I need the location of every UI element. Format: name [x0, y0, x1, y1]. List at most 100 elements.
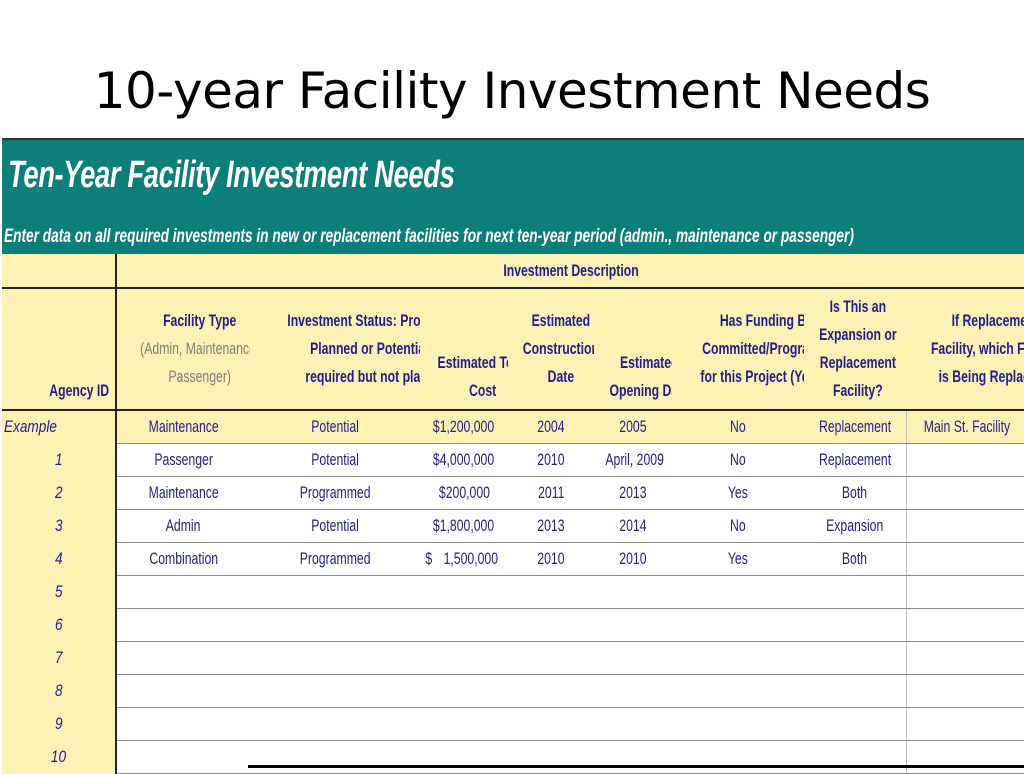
- cell-opening[interactable]: [594, 674, 672, 708]
- cell-cost[interactable]: $1,500,000: [420, 542, 508, 576]
- cell-funding[interactable]: Yes: [672, 476, 804, 510]
- cell-replaced[interactable]: [905, 542, 1024, 576]
- cell-opening[interactable]: April, 2009: [594, 443, 672, 477]
- cell-funding[interactable]: [672, 608, 804, 642]
- cell-construction[interactable]: 2010: [508, 443, 594, 477]
- cell-expansion[interactable]: [804, 608, 906, 642]
- cell-status[interactable]: [250, 641, 420, 675]
- cell-opening[interactable]: 2013: [594, 476, 672, 510]
- row-id: 4: [2, 542, 117, 576]
- cell-cost[interactable]: [420, 674, 508, 708]
- cell-expansion[interactable]: Replacement: [804, 443, 906, 477]
- cell-status[interactable]: [250, 575, 420, 609]
- cell-expansion[interactable]: [804, 575, 906, 609]
- cell-construction[interactable]: [508, 707, 594, 741]
- cell-facility-type[interactable]: [116, 740, 250, 774]
- cell-funding[interactable]: [672, 740, 804, 774]
- cell-expansion[interactable]: Both: [804, 542, 906, 576]
- cell-construction[interactable]: [508, 641, 594, 675]
- cell-construction[interactable]: 2013: [508, 509, 594, 543]
- cell-facility-type[interactable]: [116, 608, 250, 642]
- cell-replaced[interactable]: [905, 674, 1024, 708]
- cell-opening[interactable]: [594, 608, 672, 642]
- cell-replaced[interactable]: [905, 608, 1024, 642]
- table-row: 8: [2, 674, 1024, 708]
- cell-cost[interactable]: $1,800,000: [420, 509, 508, 543]
- cell-facility-type[interactable]: Admin: [116, 509, 250, 543]
- table-row: 3 Admin Potential $1,800,000 2013 2014 No Expan…: [2, 509, 1024, 543]
- cell-construction[interactable]: [508, 740, 594, 774]
- cell-replaced[interactable]: [905, 509, 1024, 543]
- cell-replaced[interactable]: [905, 443, 1024, 477]
- header-facility-type: Facility Type (Admin, Maintenance, Passe…: [116, 288, 250, 411]
- cell-expansion[interactable]: [804, 740, 906, 774]
- cell-replaced[interactable]: [905, 476, 1024, 510]
- row-id: 3: [2, 509, 117, 543]
- cell-funding[interactable]: Yes: [672, 542, 804, 576]
- table-row: 2 Maintenance Programmed $200,000 2011 2013 Ye…: [2, 476, 1024, 510]
- cell-opening[interactable]: [594, 740, 672, 774]
- sheet-bottom-border: [248, 765, 1024, 768]
- cell-expansion[interactable]: Expansion: [804, 509, 906, 543]
- cell-facility-type[interactable]: [116, 707, 250, 741]
- cell-expansion[interactable]: Both: [804, 476, 906, 510]
- cell-cost[interactable]: [420, 641, 508, 675]
- header-replaced-facility: If Replacement Facility, which Facility …: [906, 288, 1024, 411]
- row-id: 7: [2, 641, 117, 675]
- cell-replaced[interactable]: [905, 641, 1024, 675]
- cell-construction[interactable]: 2011: [508, 476, 594, 510]
- cell-status[interactable]: Potential: [250, 509, 420, 543]
- cell-opening[interactable]: [594, 707, 672, 741]
- cell-expansion[interactable]: [804, 674, 906, 708]
- cell-funding[interactable]: [672, 575, 804, 609]
- cell-facility-type[interactable]: Passenger: [116, 443, 250, 477]
- cell-opening[interactable]: [594, 641, 672, 675]
- cell-facility-type[interactable]: [116, 674, 250, 708]
- cell-cost[interactable]: [420, 740, 508, 774]
- cell-funding[interactable]: No: [672, 509, 804, 543]
- cell-replaced[interactable]: [905, 740, 1024, 774]
- table-row: 4 Combination Programmed $1,500,000 2010 2010…: [2, 542, 1024, 576]
- cell-cost[interactable]: $200,000: [420, 476, 508, 510]
- cell-status[interactable]: Potential: [250, 443, 420, 477]
- cell-status[interactable]: [250, 707, 420, 741]
- cell-funding[interactable]: No: [672, 443, 804, 477]
- header-investment-status: Investment Status: Programmed, Planned o…: [250, 288, 420, 411]
- table-row: 1 Passenger Potential $4,000,000 2010 April, …: [2, 443, 1024, 477]
- cell-status[interactable]: [250, 740, 420, 774]
- row-id: 2: [2, 476, 117, 510]
- cell-cost[interactable]: [420, 608, 508, 642]
- table-row: 6: [2, 608, 1024, 642]
- cell-facility-type[interactable]: Maintenance: [116, 476, 250, 510]
- cell-funding[interactable]: [672, 674, 804, 708]
- cell-cost[interactable]: $4,000,000: [420, 443, 508, 477]
- cell-replaced[interactable]: [905, 707, 1024, 741]
- cell-status[interactable]: [250, 674, 420, 708]
- row-id: 10: [2, 740, 117, 774]
- cell-expansion[interactable]: [804, 641, 906, 675]
- cell-facility-type[interactable]: Combination: [116, 542, 250, 576]
- cell-cost[interactable]: [420, 575, 508, 609]
- cell-construction[interactable]: [508, 575, 594, 609]
- cell-funding[interactable]: [672, 641, 804, 675]
- cell-cost[interactable]: [420, 707, 508, 741]
- cell-facility-type[interactable]: [116, 641, 250, 675]
- cell-status[interactable]: [250, 608, 420, 642]
- cell-facility-type[interactable]: [116, 575, 250, 609]
- row-id: 1: [2, 443, 117, 477]
- cell-status[interactable]: Programmed: [250, 476, 420, 510]
- cell-funding[interactable]: [672, 707, 804, 741]
- cell-construction[interactable]: [508, 608, 594, 642]
- cell-opening[interactable]: 2010: [594, 542, 672, 576]
- cell-status[interactable]: Programmed: [250, 542, 420, 576]
- cell-replaced[interactable]: [905, 575, 1024, 609]
- example-row: Example Maintenance Potential $1,200,000…: [2, 410, 1024, 444]
- cell-expansion[interactable]: [804, 707, 906, 741]
- cell-opening[interactable]: 2014: [594, 509, 672, 543]
- investment-description-header: Investment Description: [116, 254, 1024, 289]
- cell-construction[interactable]: 2010: [508, 542, 594, 576]
- row-id: 6: [2, 608, 117, 642]
- cell-opening[interactable]: [594, 575, 672, 609]
- cell-construction[interactable]: [508, 674, 594, 708]
- row-id: 5: [2, 575, 117, 609]
